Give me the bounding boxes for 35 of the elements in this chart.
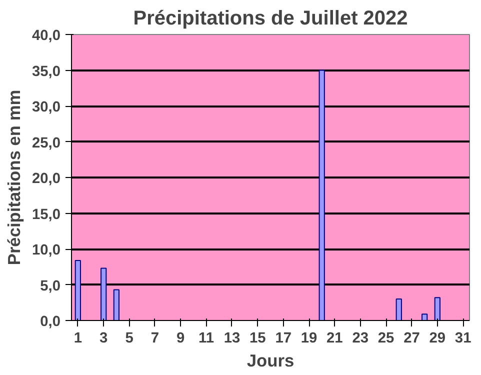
x-tick-label: 25 xyxy=(378,330,394,346)
y-tick-label: 10,0 xyxy=(32,242,61,258)
x-tick-label: 3 xyxy=(100,330,108,346)
x-tick-label: 31 xyxy=(454,330,472,346)
x-tick-label: 17 xyxy=(275,330,292,346)
x-axis-title: Jours xyxy=(246,350,294,370)
x-tick-label: 13 xyxy=(224,330,240,346)
y-tick-label: 25,0 xyxy=(32,135,61,152)
bar xyxy=(421,314,428,320)
x-tick-label: 29 xyxy=(429,330,446,346)
x-tick-label: 1 xyxy=(74,330,82,346)
y-tick-label: 0,0 xyxy=(40,314,60,330)
bar xyxy=(434,297,440,320)
x-tick-label: 5 xyxy=(125,330,134,346)
bar xyxy=(396,298,402,320)
y-tick-label: 40,0 xyxy=(32,28,61,44)
bar xyxy=(74,260,81,320)
x-tick-label: 19 xyxy=(300,330,318,346)
x-tick-label: 11 xyxy=(198,330,214,346)
chart-title: Précipitations de Juillet 2022 xyxy=(133,8,408,30)
y-tick-label: 30,0 xyxy=(32,100,61,116)
y-tick-label: 15,0 xyxy=(32,206,61,223)
bar xyxy=(113,289,120,320)
y-tick-label: 20,0 xyxy=(32,171,61,187)
x-tick-label: 23 xyxy=(352,330,369,346)
x-tick-label: 7 xyxy=(150,330,160,346)
x-tick-label: 27 xyxy=(404,330,420,346)
y-tick-label: 35,0 xyxy=(32,64,61,80)
x-tick-label: 15 xyxy=(250,330,266,346)
bar xyxy=(318,70,325,320)
bar xyxy=(100,268,107,320)
y-tick-label: 5,0 xyxy=(40,278,60,294)
y-axis-title: Précipitations en mm xyxy=(4,90,24,266)
x-tick-label: 21 xyxy=(326,330,343,346)
x-tick-label: 9 xyxy=(176,330,185,346)
